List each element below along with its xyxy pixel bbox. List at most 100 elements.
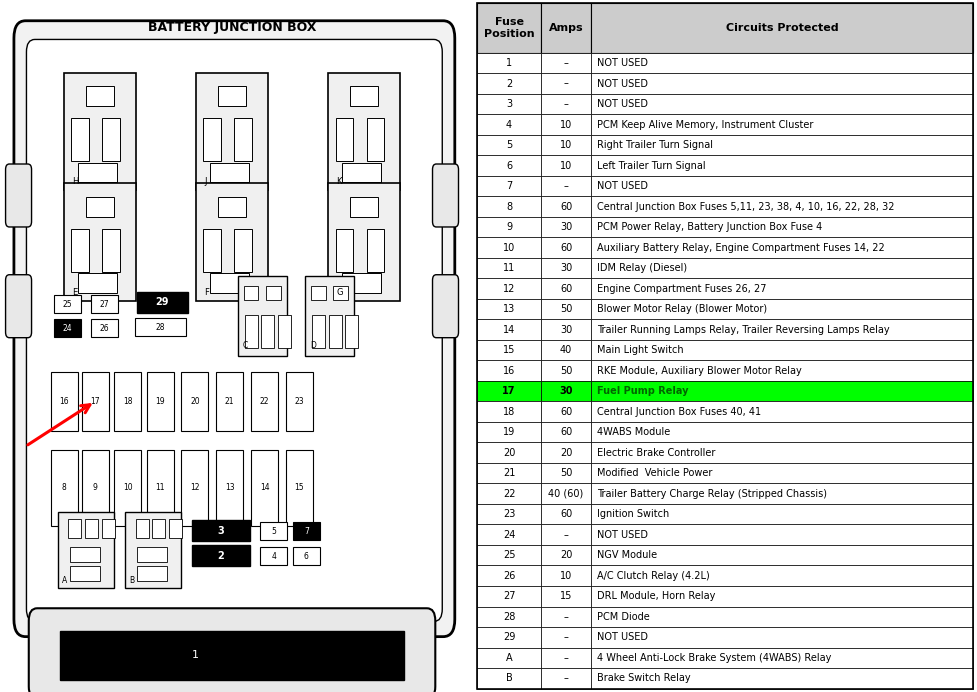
Bar <box>477 114 541 135</box>
Text: 30: 30 <box>560 222 573 232</box>
Text: IDM Relay (Diesel): IDM Relay (Diesel) <box>597 263 687 273</box>
Text: Ignition Switch: Ignition Switch <box>597 509 669 519</box>
Bar <box>114 450 141 526</box>
Bar <box>477 627 541 648</box>
Text: 4: 4 <box>272 552 276 561</box>
Text: 9: 9 <box>506 222 512 232</box>
Bar <box>591 401 973 422</box>
Bar <box>477 565 541 586</box>
Bar <box>541 299 591 320</box>
Bar <box>477 361 541 381</box>
Bar <box>335 118 353 161</box>
Bar <box>137 566 167 581</box>
Bar <box>591 237 973 258</box>
Bar <box>86 197 113 217</box>
Bar <box>541 3 591 53</box>
Text: PCM Power Relay, Battery Junction Box Fuse 4: PCM Power Relay, Battery Junction Box Fu… <box>597 222 822 232</box>
Text: 22: 22 <box>260 397 270 406</box>
Text: 8: 8 <box>62 483 66 493</box>
Text: 4 Wheel Anti-Lock Brake System (4WABS) Relay: 4 Wheel Anti-Lock Brake System (4WABS) R… <box>597 653 831 663</box>
Text: 18: 18 <box>503 407 515 417</box>
Bar <box>477 320 541 340</box>
Text: –: – <box>564 653 569 663</box>
Text: Modified  Vehicle Power: Modified Vehicle Power <box>597 468 712 478</box>
Bar <box>68 519 81 538</box>
FancyBboxPatch shape <box>433 164 458 227</box>
Bar <box>345 314 359 347</box>
Bar <box>591 422 973 442</box>
Bar <box>591 217 973 237</box>
Bar <box>342 163 381 182</box>
Text: 24: 24 <box>503 530 515 540</box>
Bar <box>216 450 243 526</box>
Text: 40: 40 <box>560 345 573 355</box>
Text: 15: 15 <box>294 483 304 493</box>
Text: 28: 28 <box>503 612 515 621</box>
Bar <box>71 228 89 271</box>
Text: 27: 27 <box>503 591 515 601</box>
Bar <box>477 484 541 504</box>
Text: 14: 14 <box>503 325 515 335</box>
Bar <box>541 278 591 299</box>
Text: –: – <box>564 530 569 540</box>
Bar <box>477 545 541 565</box>
Bar <box>591 176 973 197</box>
Bar <box>328 73 401 190</box>
Bar <box>182 450 208 526</box>
Bar <box>477 381 541 401</box>
Text: 6: 6 <box>506 161 512 171</box>
Bar <box>51 450 77 526</box>
Text: NOT USED: NOT USED <box>597 530 648 540</box>
Text: 3: 3 <box>506 99 512 109</box>
Bar <box>210 163 249 182</box>
Bar <box>335 228 353 271</box>
Bar <box>305 277 354 356</box>
Text: 20: 20 <box>503 448 515 457</box>
Text: 16: 16 <box>503 365 515 376</box>
Bar <box>234 228 252 271</box>
Text: Amps: Amps <box>549 23 583 33</box>
Text: Main Light Switch: Main Light Switch <box>597 345 684 355</box>
Bar <box>102 228 120 271</box>
Text: 40 (60): 40 (60) <box>548 489 583 499</box>
Text: 29: 29 <box>155 298 169 307</box>
Text: Left Trailer Turn Signal: Left Trailer Turn Signal <box>597 161 705 171</box>
Text: 60: 60 <box>560 427 573 437</box>
Bar <box>82 450 108 526</box>
Bar <box>147 450 174 526</box>
Bar <box>477 3 541 53</box>
Bar <box>591 668 973 689</box>
Text: H: H <box>72 177 78 186</box>
Text: 22: 22 <box>503 489 515 499</box>
Text: Electric Brake Controller: Electric Brake Controller <box>597 448 715 457</box>
Bar <box>51 372 77 430</box>
Bar <box>293 547 319 565</box>
Bar <box>136 519 149 538</box>
Text: 50: 50 <box>560 468 573 478</box>
Text: A: A <box>506 653 512 663</box>
Bar <box>366 228 384 271</box>
Text: DRL Module, Horn Relay: DRL Module, Horn Relay <box>597 591 715 601</box>
Text: PCM Diode: PCM Diode <box>597 612 650 621</box>
Bar <box>293 522 319 540</box>
Bar <box>102 519 114 538</box>
Bar <box>477 422 541 442</box>
Text: 30: 30 <box>560 263 573 273</box>
Text: Trailer Battery Charge Relay (Stripped Chassis): Trailer Battery Charge Relay (Stripped C… <box>597 489 827 499</box>
Text: 6: 6 <box>304 552 309 561</box>
Bar <box>351 197 378 217</box>
Text: 9: 9 <box>93 483 98 493</box>
Bar <box>243 286 259 300</box>
Text: 26: 26 <box>503 571 515 581</box>
Bar <box>541 381 591 401</box>
Text: A: A <box>62 576 67 585</box>
Bar <box>125 512 181 588</box>
Text: 4: 4 <box>506 120 512 129</box>
Bar <box>541 320 591 340</box>
Text: PCM Keep Alive Memory, Instrument Cluster: PCM Keep Alive Memory, Instrument Cluste… <box>597 120 813 129</box>
Text: 20: 20 <box>560 550 573 561</box>
Text: 60: 60 <box>560 201 573 212</box>
Bar <box>477 73 541 94</box>
Text: Central Junction Box Fuses 5,11, 23, 38, 4, 10, 16, 22, 28, 32: Central Junction Box Fuses 5,11, 23, 38,… <box>597 201 894 212</box>
Bar <box>328 183 401 301</box>
